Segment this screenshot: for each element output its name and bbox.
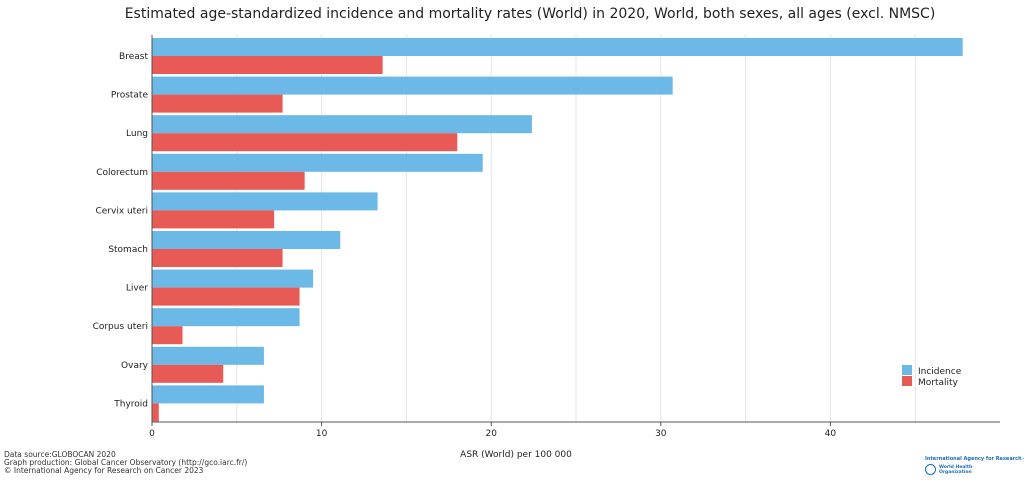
graph-production: Graph production: Global Cancer Observat… [4,458,248,467]
bar-incidence-stomach [152,231,341,249]
chart-title: Estimated age-standardized incidence and… [125,6,936,22]
bar-incidence-thyroid [152,385,264,404]
legend-label-incidence: Incidence [918,367,962,377]
iarc-who-logo: International Agency for Research on Can… [925,456,1024,475]
category-label: Cervix uteri [95,206,148,216]
bar-incidence-ovary [152,346,264,365]
category-label: Corpus uteri [93,322,148,332]
x-tick-label: 30 [655,429,667,439]
category-label: Lung [126,129,148,139]
x-tick-label: 10 [316,429,328,439]
bar-incidence-lung [152,115,532,134]
copyright: © International Agency for Research on C… [4,466,204,475]
legend-swatch-mortality [902,376,912,386]
bar-mortality-lung [152,133,458,152]
category-label: Colorectum [96,168,148,178]
x-tick-label: 0 [149,429,155,439]
x-tick-label: 40 [825,429,837,439]
iarc-logo-text: International Agency for Research on Can… [925,456,1024,462]
bar-incidence-prostate [152,76,673,95]
bar-mortality-ovary [152,364,224,383]
category-label: Stomach [108,245,148,255]
who-logo-text: World Health Organization [939,464,973,475]
bar-mortality-colorectum [152,171,305,190]
bar-mortality-corpus-uteri [152,326,183,345]
x-axis-label: ASR (World) per 100 000 [460,450,572,460]
bar-incidence-breast [152,38,963,56]
footer: Data source:GLOBOCAN 2020 Graph producti… [4,451,247,475]
category-label: Thyroid [113,399,148,409]
category-label: Breast [119,52,148,62]
bar-incidence-cervix-uteri [152,192,378,211]
bar-mortality-liver [152,287,300,306]
category-label: Prostate [111,91,149,101]
bar-incidence-colorectum [152,153,483,172]
bar-mortality-stomach [152,249,283,267]
category-label: Liver [126,284,148,294]
x-tick-label: 20 [485,429,497,439]
category-label: Ovary [121,361,149,371]
data-source: Data source:GLOBOCAN 2020 [4,450,116,459]
bar-incidence-corpus-uteri [152,308,300,327]
bar-mortality-prostate [152,94,283,113]
bar-mortality-breast [152,56,383,74]
bar-incidence-liver [152,269,314,288]
bar-mortality-thyroid [152,403,159,422]
legend-label-mortality: Mortality [918,378,959,388]
bar-mortality-cervix-uteri [152,210,275,229]
legend-swatch-incidence [902,365,912,375]
who-emblem-icon [925,464,936,475]
